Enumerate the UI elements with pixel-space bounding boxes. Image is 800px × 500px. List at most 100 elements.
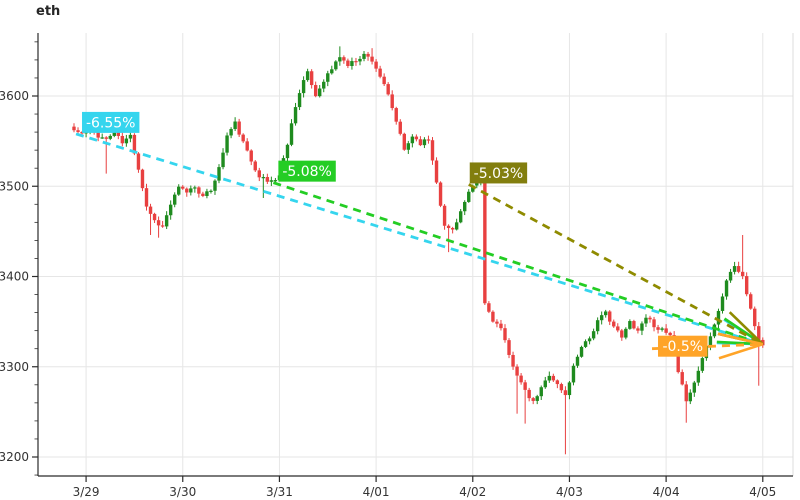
candle-body: [757, 326, 761, 340]
candle-body: [173, 194, 177, 205]
candle: [555, 379, 560, 389]
candle-body: [160, 225, 165, 227]
candle-body: [305, 71, 310, 81]
candle-body: [660, 328, 664, 330]
candle-body: [370, 56, 374, 62]
y-tick-label: 3500: [0, 179, 29, 193]
candle: [249, 149, 253, 166]
candle: [205, 188, 209, 199]
candle: [744, 272, 749, 297]
y-tick-label: 3400: [0, 270, 29, 284]
candle: [595, 317, 600, 335]
candle: [446, 224, 451, 253]
candle-body: [241, 134, 245, 142]
candle: [309, 69, 314, 89]
candle: [378, 65, 382, 79]
candle: [539, 385, 543, 401]
trend-5_03-dashed-line: [468, 183, 764, 346]
candle-body: [112, 132, 116, 136]
candle: [644, 314, 648, 327]
candle: [692, 380, 697, 397]
candle-body: [76, 130, 80, 132]
candle: [374, 59, 378, 72]
candle: [684, 381, 688, 423]
candle-body: [664, 328, 668, 333]
candle-body: [515, 366, 519, 376]
candle-body: [438, 182, 443, 206]
candle-body: [301, 80, 306, 94]
candle: [164, 211, 169, 230]
candle-body: [322, 81, 326, 89]
candle-body: [676, 353, 680, 373]
candle: [221, 148, 225, 170]
candle: [410, 134, 415, 148]
candle: [720, 293, 725, 314]
candle: [237, 118, 241, 137]
candle: [160, 220, 165, 228]
candle: [177, 184, 181, 196]
candle-body: [632, 321, 636, 329]
candle: [612, 319, 616, 328]
candle: [209, 189, 213, 194]
candle: [640, 321, 644, 336]
candle-body: [309, 71, 314, 86]
candle-body: [463, 201, 467, 212]
candle-body: [640, 323, 644, 331]
candle-body: [708, 336, 713, 346]
candle-body: [543, 380, 547, 388]
candle: [543, 376, 547, 389]
candle-body: [132, 134, 137, 154]
candle: [656, 324, 660, 334]
candle: [193, 185, 197, 193]
candle-body: [225, 135, 229, 153]
candle: [213, 179, 217, 195]
candle-body: [555, 380, 560, 385]
candle-body: [471, 185, 475, 192]
candle-body: [354, 61, 358, 63]
candle-body: [257, 170, 261, 178]
candle-body: [749, 294, 753, 309]
candle: [289, 119, 294, 147]
candle: [700, 356, 705, 373]
candle: [511, 351, 515, 370]
candle-body: [511, 354, 515, 367]
candle-body: [559, 384, 564, 391]
candle: [285, 143, 290, 163]
candle: [454, 218, 459, 231]
candle: [519, 373, 523, 385]
candle-body: [72, 126, 76, 131]
candle: [523, 379, 527, 424]
candle: [458, 209, 463, 224]
candle-body: [450, 228, 455, 230]
trend-6_55-label-box: [82, 111, 140, 133]
candle-body: [124, 138, 129, 144]
candle: [587, 336, 592, 345]
candle-body: [209, 190, 213, 192]
candle: [712, 323, 717, 339]
candle-body: [177, 186, 181, 195]
candle-body: [579, 346, 584, 357]
candle-body: [620, 330, 624, 338]
candle-body: [261, 177, 266, 179]
candle-body: [382, 76, 386, 85]
candle-body: [116, 132, 121, 136]
candle-body: [358, 58, 362, 62]
candle-body: [716, 310, 721, 325]
candle: [108, 134, 112, 141]
trend-6_55-label: -6.55%: [86, 115, 136, 131]
candle: [382, 73, 386, 87]
candle: [442, 204, 447, 230]
candle: [342, 55, 346, 64]
candle-body: [507, 340, 511, 355]
candle: [499, 319, 503, 331]
candle: [120, 132, 125, 147]
candle: [297, 89, 302, 111]
candle: [269, 176, 274, 186]
candle-body: [334, 61, 338, 70]
candle: [575, 354, 580, 368]
candle-body: [668, 332, 672, 336]
candle: [491, 310, 495, 323]
candle-body: [390, 94, 394, 109]
candle-body: [164, 215, 169, 227]
candle-body: [330, 69, 334, 74]
